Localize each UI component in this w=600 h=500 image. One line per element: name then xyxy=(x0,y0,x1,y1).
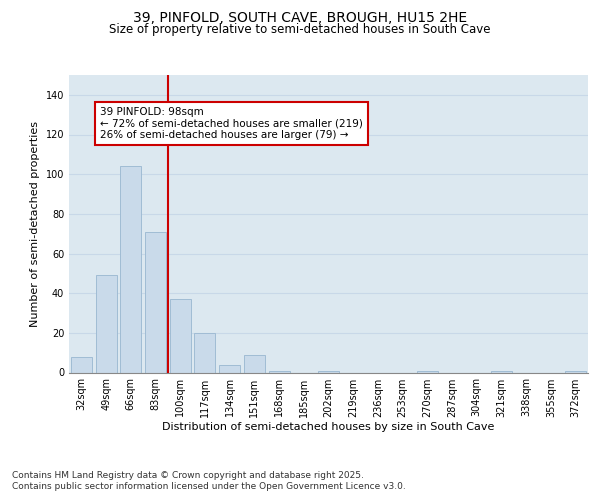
Bar xyxy=(269,370,290,372)
Bar xyxy=(194,333,215,372)
Text: 39, PINFOLD, SOUTH CAVE, BROUGH, HU15 2HE: 39, PINFOLD, SOUTH CAVE, BROUGH, HU15 2H… xyxy=(133,12,467,26)
Bar xyxy=(318,370,339,372)
Bar xyxy=(120,166,141,372)
Text: Size of property relative to semi-detached houses in South Cave: Size of property relative to semi-detach… xyxy=(109,24,491,36)
Text: Contains public sector information licensed under the Open Government Licence v3: Contains public sector information licen… xyxy=(12,482,406,491)
Bar xyxy=(244,354,265,372)
Bar xyxy=(95,276,116,372)
Bar xyxy=(219,364,240,372)
X-axis label: Distribution of semi-detached houses by size in South Cave: Distribution of semi-detached houses by … xyxy=(163,422,494,432)
Text: Contains HM Land Registry data © Crown copyright and database right 2025.: Contains HM Land Registry data © Crown c… xyxy=(12,471,364,480)
Bar xyxy=(170,299,191,372)
Bar xyxy=(71,356,92,372)
Y-axis label: Number of semi-detached properties: Number of semi-detached properties xyxy=(30,120,40,327)
Bar xyxy=(417,370,438,372)
Bar xyxy=(565,370,586,372)
Bar xyxy=(145,232,166,372)
Bar xyxy=(491,370,512,372)
Text: 39 PINFOLD: 98sqm
← 72% of semi-detached houses are smaller (219)
26% of semi-de: 39 PINFOLD: 98sqm ← 72% of semi-detached… xyxy=(100,106,363,140)
